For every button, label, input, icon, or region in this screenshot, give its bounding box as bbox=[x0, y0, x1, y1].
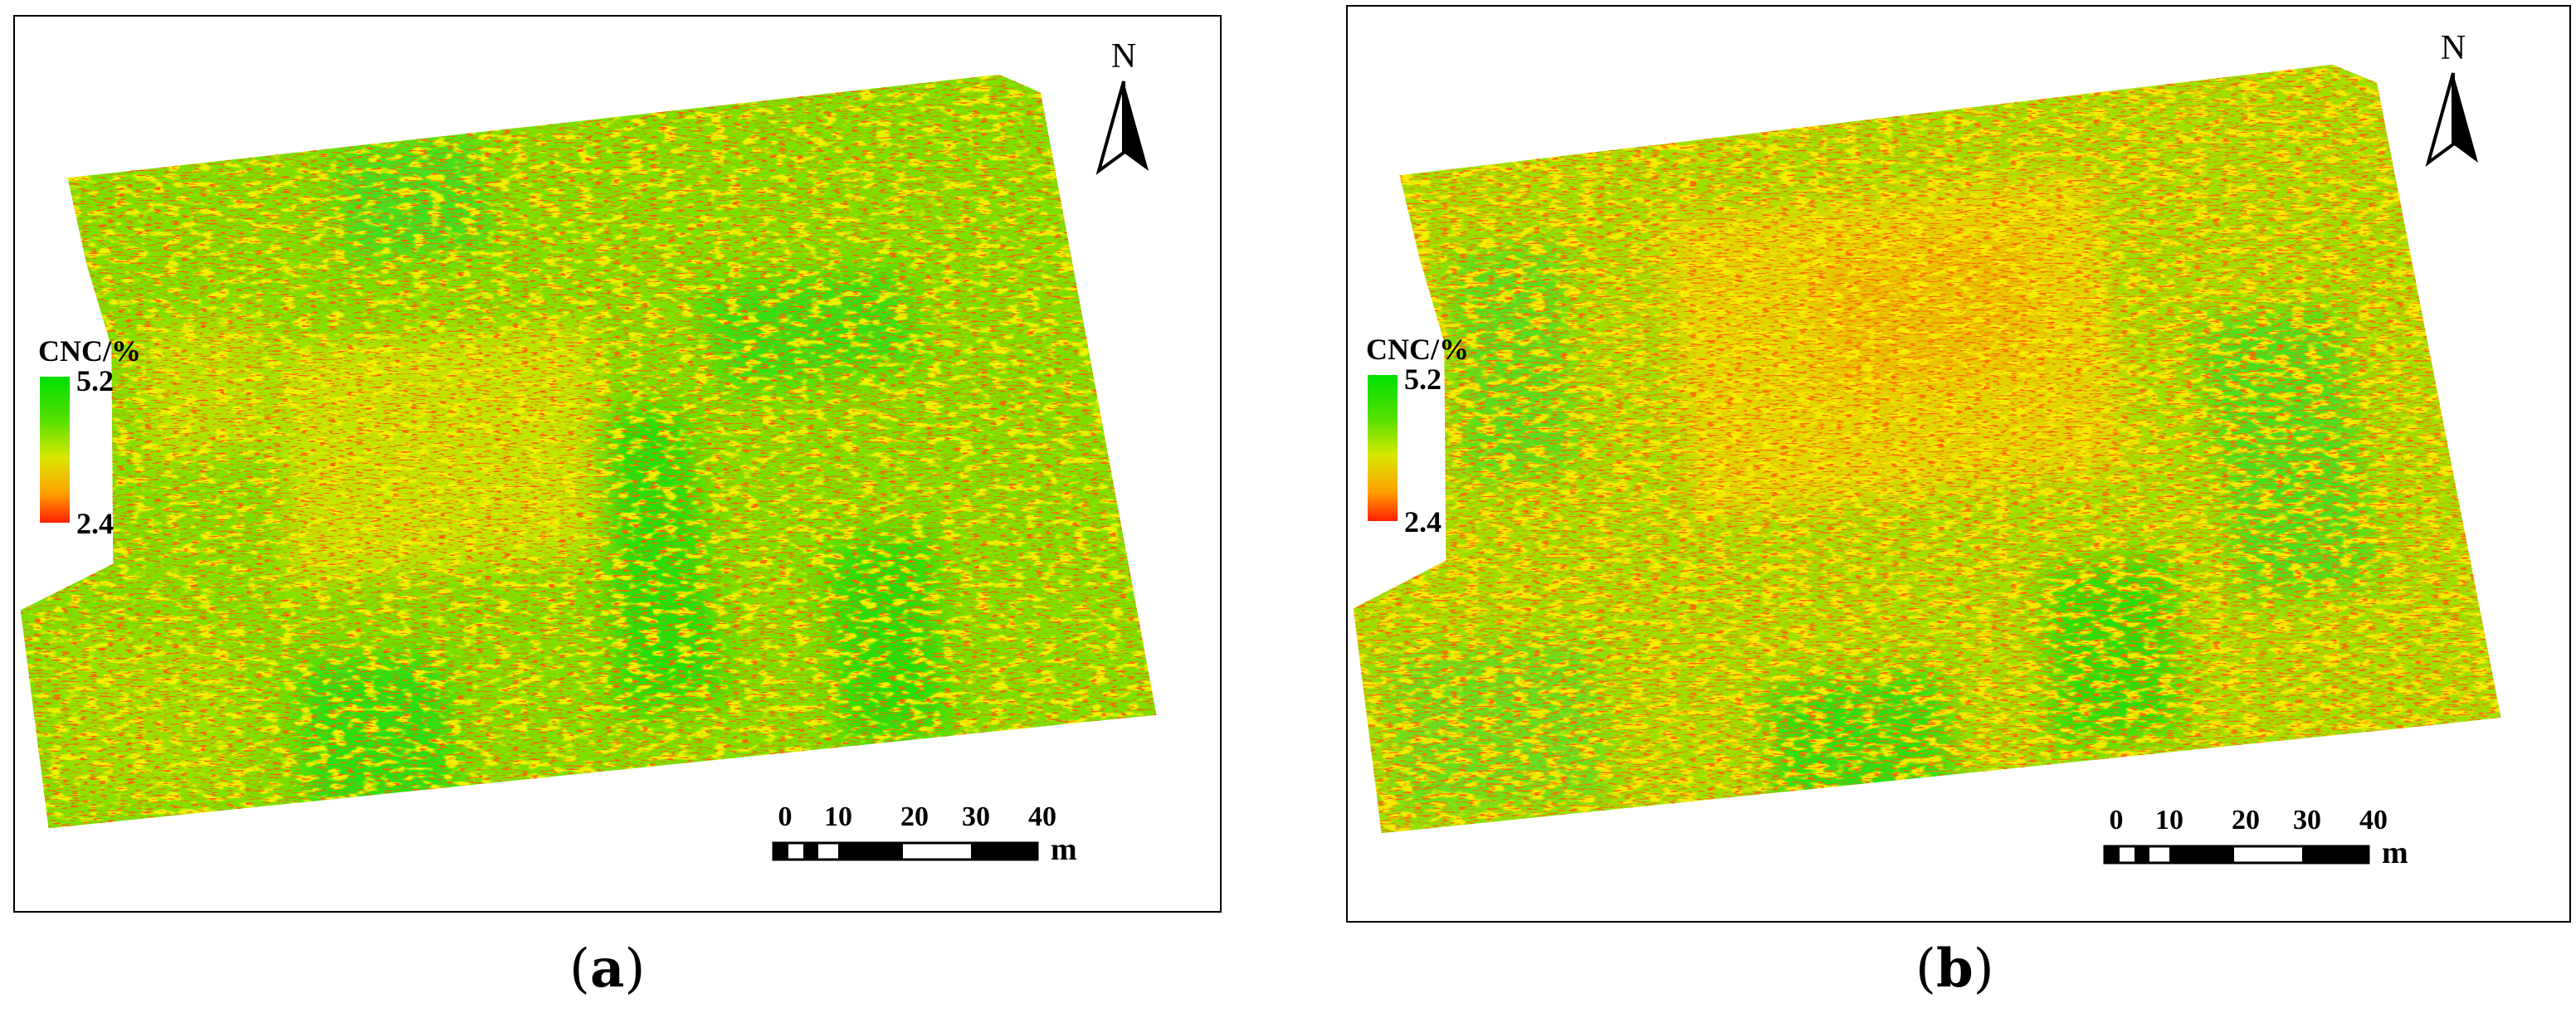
legend-title: CNC/% bbox=[1366, 333, 1469, 366]
panel-caption-a: (a) bbox=[569, 938, 646, 1000]
scale-unit-label: m bbox=[1051, 832, 1077, 867]
legend-color-ramp bbox=[40, 377, 70, 523]
caption-letter: a bbox=[589, 938, 625, 1000]
north-arrow-icon bbox=[2425, 72, 2478, 168]
scale-tick-label: 0 bbox=[2109, 805, 2124, 835]
north-label: N bbox=[1110, 37, 1137, 76]
scale-bar: 0 10 20 30 40 m bbox=[772, 801, 1095, 884]
north-arrow-icon bbox=[1095, 80, 1149, 176]
map-panel-b: CNC/% 5.2 2.4 N 0 10 20 30 40 m bbox=[1346, 5, 2571, 923]
scale-bar-graphic bbox=[2103, 845, 2370, 865]
scale-bar: 0 10 20 30 40 m bbox=[2103, 805, 2427, 888]
scale-bar-graphic bbox=[772, 841, 1039, 861]
legend-color-ramp bbox=[1368, 375, 1398, 521]
scale-tick-label: 20 bbox=[900, 801, 929, 832]
scale-tick-label: 30 bbox=[962, 801, 990, 832]
scale-tick-label: 0 bbox=[778, 801, 793, 832]
scale-tick-label: 10 bbox=[2155, 805, 2183, 835]
field-area-a bbox=[20, 74, 1157, 829]
scale-tick-label: 40 bbox=[1028, 801, 1056, 832]
scale-tick-label: 20 bbox=[2232, 805, 2260, 835]
scale-tick-label: 30 bbox=[2293, 805, 2321, 835]
legend-title: CNC/% bbox=[38, 334, 141, 368]
legend-max-label: 5.2 bbox=[76, 364, 114, 397]
cnc-field-map-a bbox=[20, 74, 1157, 829]
legend-min-label: 2.4 bbox=[76, 507, 114, 540]
north-arrow: N bbox=[1090, 37, 1157, 178]
scale-tick-label: 40 bbox=[2359, 805, 2388, 835]
north-label: N bbox=[2440, 29, 2466, 67]
scale-tick-label: 10 bbox=[824, 801, 852, 832]
north-arrow: N bbox=[2420, 28, 2486, 169]
field-area-b bbox=[1353, 64, 2501, 834]
cnc-field-map-b bbox=[1353, 64, 2501, 834]
legend-max-label: 5.2 bbox=[1404, 363, 1442, 396]
panel-caption-b: (b) bbox=[1915, 938, 1994, 1000]
legend-min-label: 2.4 bbox=[1404, 505, 1442, 538]
map-panel-a: CNC/% 5.2 2.4 N 0 10 20 30 40 m bbox=[13, 15, 1222, 913]
caption-letter: b bbox=[1935, 938, 1973, 1000]
scale-unit-label: m bbox=[2382, 835, 2408, 870]
